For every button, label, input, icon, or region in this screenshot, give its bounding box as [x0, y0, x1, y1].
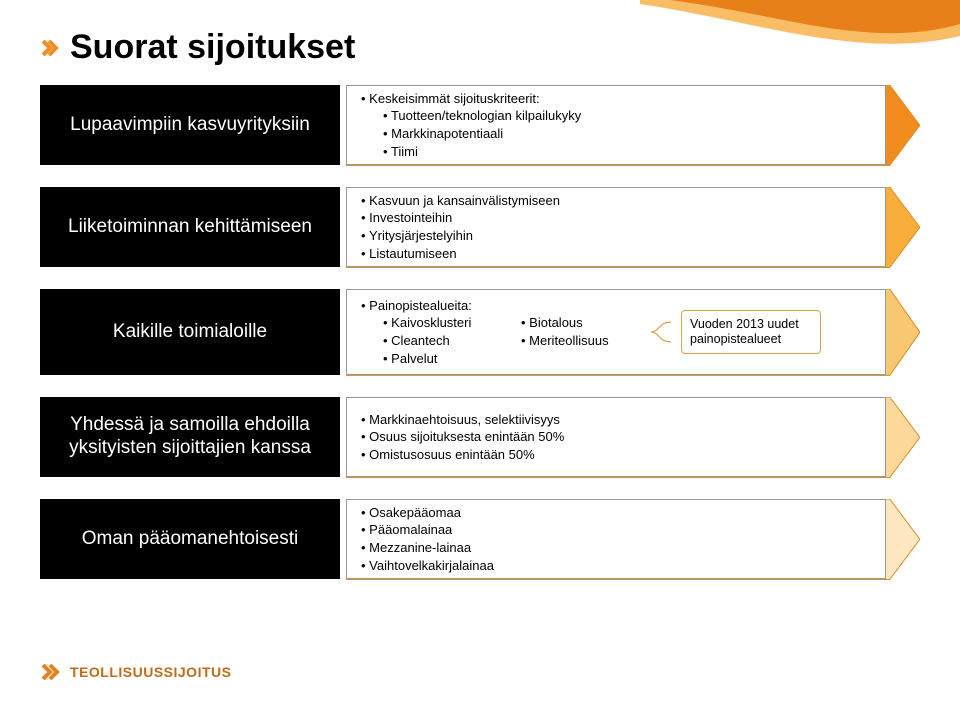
row-1: Lupaavimpiin kasvuyrityksiin Keskeisimmä…	[40, 85, 920, 165]
row-2: Liiketoiminnan kehittämiseen Kasvuun ja …	[40, 187, 920, 267]
row-3-callout: Vuoden 2013 uudet painopistealueet	[681, 310, 821, 354]
row-1-card: Keskeisimmät sijoituskriteerit: Tuotteen…	[346, 85, 886, 165]
row-3-card: Painopistealueita: Kaivosklusteri Cleant…	[346, 289, 886, 375]
row-2-item: Yritysjärjestelyihin	[361, 227, 560, 245]
row-4: Yhdessä ja samoilla ehdoilla yksityisten…	[40, 397, 920, 477]
row-2-item: Kasvuun ja kansainvälistymiseen	[361, 192, 560, 210]
row-1-item: Tuotteen/teknologian kilpailukyky	[361, 107, 581, 125]
row-1-header: Keskeisimmät sijoituskriteerit:	[361, 90, 581, 108]
footer-text: TEOLLISUUSSIJOITUS	[70, 664, 231, 680]
row-4-item: Osuus sijoituksesta enintään 50%	[361, 428, 564, 446]
row-2-card: Kasvuun ja kansainvälistymiseen Investoi…	[346, 187, 886, 267]
row-5-card: Osakepääomaa Pääomalainaa Mezzanine-lain…	[346, 499, 886, 579]
row-5: Oman pääomanehtoisesti Osakepääomaa Pääo…	[40, 499, 920, 579]
row-3-col1-item: Palvelut	[361, 350, 511, 368]
row-1-item: Markkinapotentiaali	[361, 125, 581, 143]
row-3-col2-item: Meriteollisuus	[521, 332, 641, 350]
row-2-label-box: Liiketoiminnan kehittämiseen	[40, 187, 340, 267]
row-1-item: Tiimi	[361, 143, 581, 161]
row-3-label-box: Kaikille toimialoille	[40, 289, 340, 375]
row-4-label-box: Yhdessä ja samoilla ehdoilla yksityisten…	[40, 397, 340, 477]
row-4-item: Omistusosuus enintään 50%	[361, 446, 564, 464]
row-5-item: Vaihtovelkakirjalainaa	[361, 557, 494, 575]
title-chevron-icon	[40, 38, 60, 58]
row-5-item: Mezzanine-lainaa	[361, 539, 494, 557]
row-2-item: Listautumiseen	[361, 245, 560, 263]
rows-container: Lupaavimpiin kasvuyrityksiin Keskeisimmä…	[40, 85, 920, 579]
row-2-item: Investointeihin	[361, 209, 560, 227]
row-5-item: Pääomalainaa	[361, 521, 494, 539]
row-3-col2-item: Biotalous	[521, 314, 641, 332]
row-5-label-box: Oman pääomanehtoisesti	[40, 499, 340, 579]
top-swoosh-decoration	[640, 0, 960, 70]
footer-logo-block: TEOLLISUUSSIJOITUS	[40, 661, 231, 683]
callout-connector-icon	[651, 317, 671, 347]
row-3-header: Painopistealueita:	[361, 297, 511, 315]
row-4-card: Markkinaehtoisuus, selektiivisyys Osuus …	[346, 397, 886, 477]
footer-chevron-icon	[40, 661, 62, 683]
row-3: Kaikille toimialoille Painopistealueita:…	[40, 289, 920, 375]
page-title-text: Suorat sijoitukset	[70, 28, 355, 67]
row-3-col1-item: Kaivosklusteri	[361, 314, 511, 332]
row-1-label-box: Lupaavimpiin kasvuyrityksiin	[40, 85, 340, 165]
row-3-col1-item: Cleantech	[361, 332, 511, 350]
row-5-item: Osakepääomaa	[361, 504, 494, 522]
row-4-item: Markkinaehtoisuus, selektiivisyys	[361, 411, 564, 429]
